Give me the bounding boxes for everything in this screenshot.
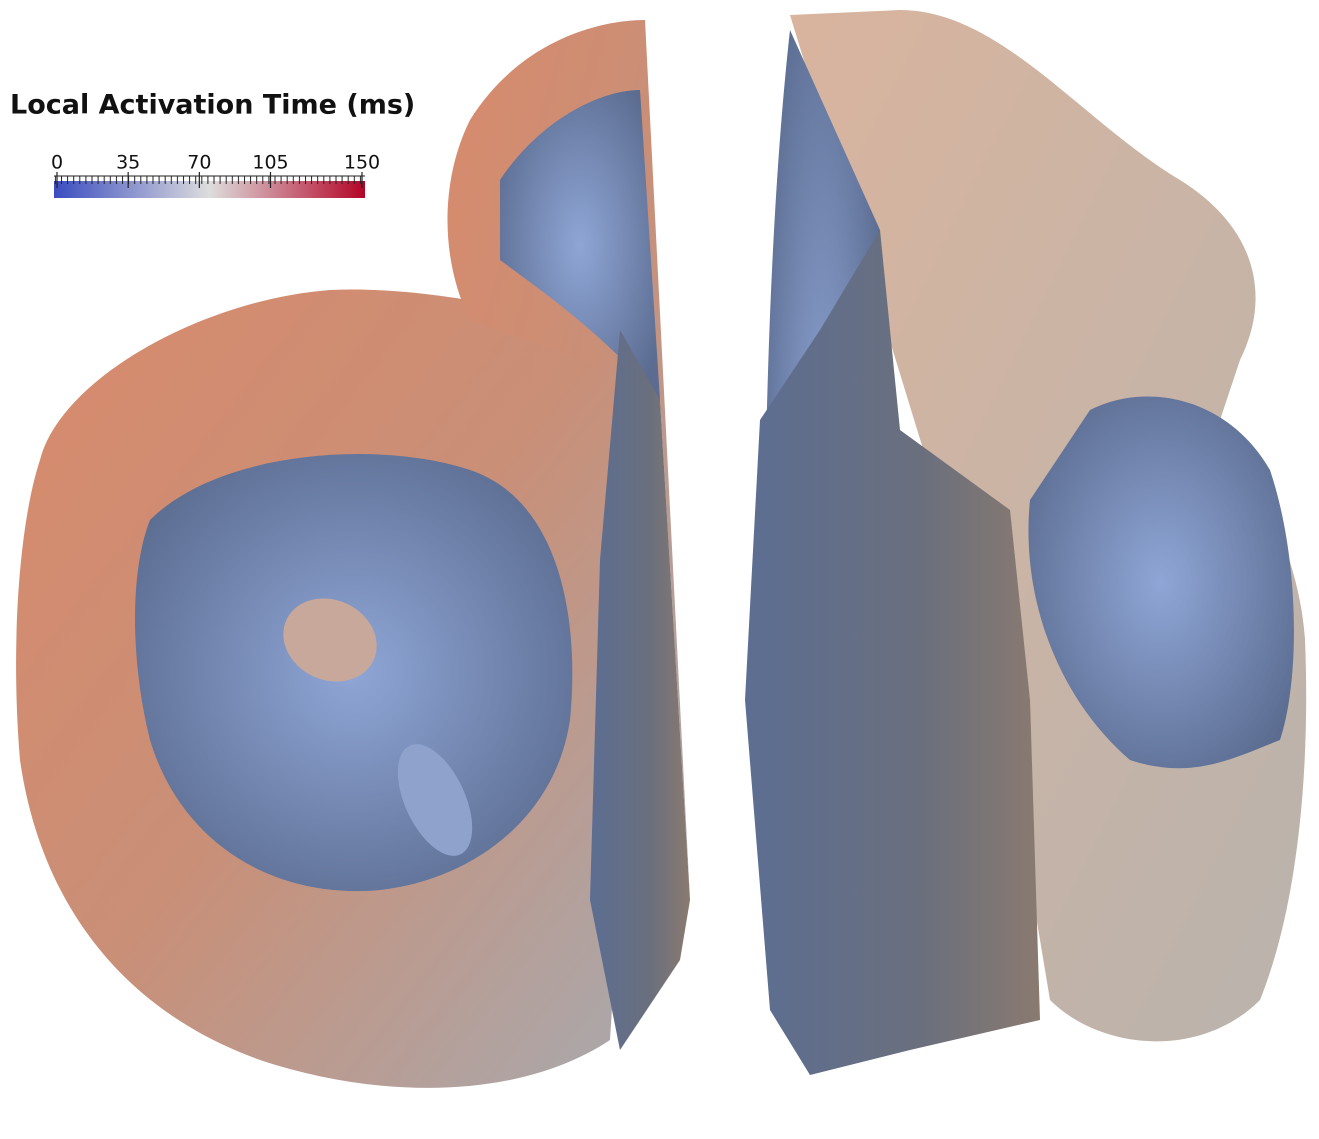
- render-view: Local Activation Time (ms) 0 35 70 105 150: [0, 0, 1319, 1135]
- tick-label: 0: [51, 152, 63, 174]
- page: Local Activation Time (ms) 03570105150 (…: [0, 0, 1319, 1135]
- tick-label: 35: [116, 152, 140, 174]
- tick-label: 150: [344, 152, 380, 174]
- color-legend: Local Activation Time (ms) 0 35 70 105 150: [10, 90, 415, 199]
- tick-label: 105: [252, 152, 288, 174]
- minor-ticks: [54, 176, 365, 184]
- tick-label: 70: [187, 152, 211, 174]
- legend-title: Local Activation Time (ms): [10, 90, 415, 121]
